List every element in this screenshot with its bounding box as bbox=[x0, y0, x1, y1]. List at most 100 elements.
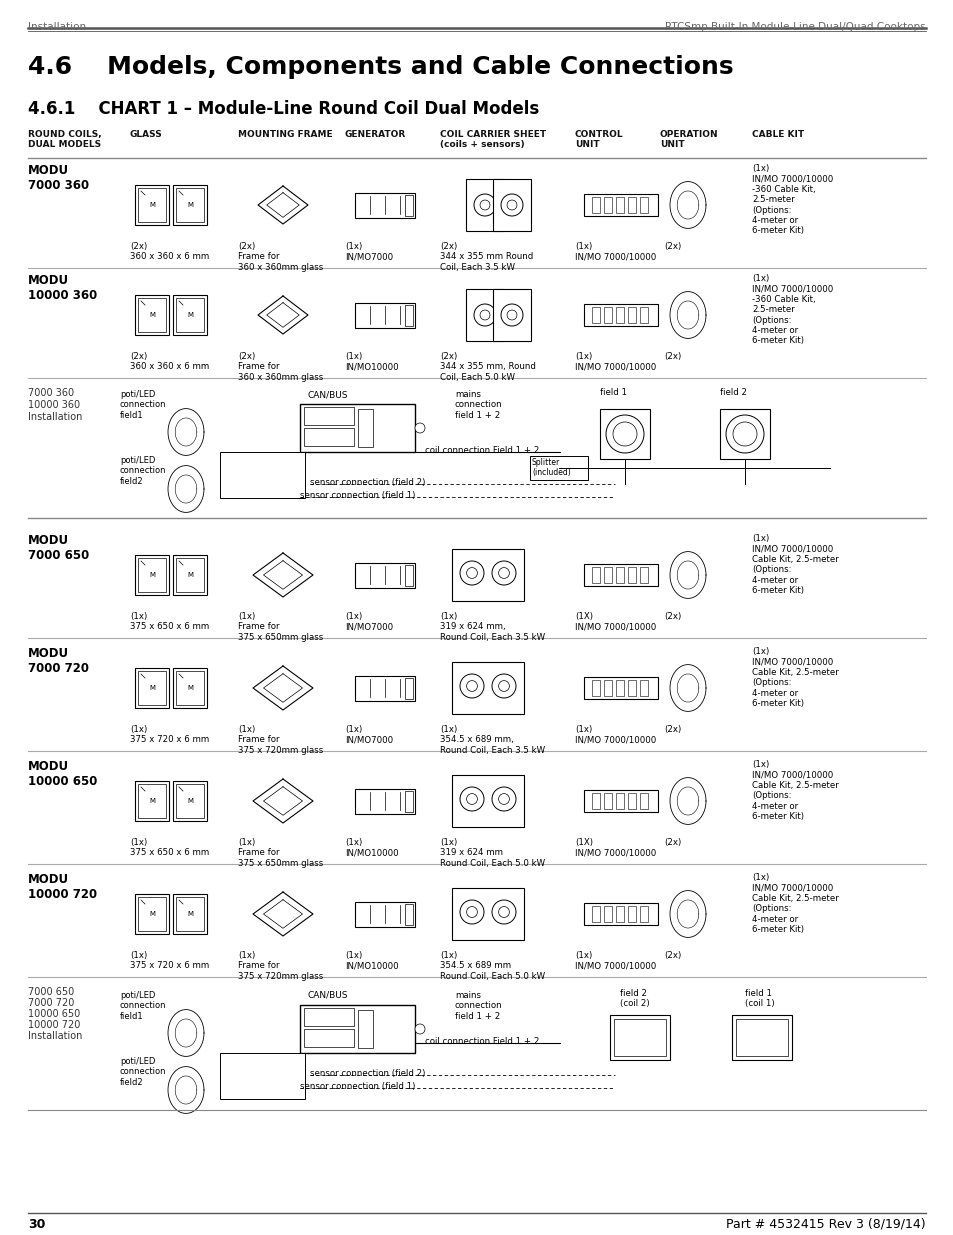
Text: 10000 720: 10000 720 bbox=[28, 1020, 80, 1030]
Bar bbox=[603, 308, 612, 324]
Text: CONTROL
UNIT: CONTROL UNIT bbox=[575, 130, 623, 149]
Bar bbox=[135, 295, 169, 335]
Circle shape bbox=[500, 194, 522, 216]
Bar bbox=[138, 897, 166, 931]
Circle shape bbox=[725, 415, 763, 453]
Circle shape bbox=[498, 794, 509, 804]
Circle shape bbox=[474, 194, 496, 216]
Text: M: M bbox=[149, 203, 154, 207]
Text: (1x)
IN/MO7000: (1x) IN/MO7000 bbox=[345, 613, 393, 631]
Bar bbox=[172, 185, 207, 225]
Text: (1x)
IN/MO 7000/10000
Cable Kit, 2.5-meter
(Options:
4-meter or
6-meter Kit): (1x) IN/MO 7000/10000 Cable Kit, 2.5-met… bbox=[751, 760, 838, 821]
Bar bbox=[583, 790, 658, 811]
Bar bbox=[583, 677, 658, 699]
Text: poti/LED
connection
field1: poti/LED connection field1 bbox=[120, 390, 167, 420]
Text: Splitter
(included): Splitter (included) bbox=[532, 458, 570, 478]
Bar bbox=[639, 680, 647, 697]
Bar bbox=[583, 903, 658, 925]
Bar bbox=[603, 906, 612, 923]
Bar bbox=[609, 1015, 669, 1060]
Bar bbox=[639, 793, 647, 809]
Bar bbox=[452, 550, 523, 601]
Bar bbox=[452, 888, 523, 940]
Bar bbox=[592, 906, 599, 923]
Text: (2x): (2x) bbox=[663, 242, 680, 251]
Circle shape bbox=[506, 200, 517, 210]
Bar bbox=[175, 784, 204, 818]
Bar bbox=[465, 289, 503, 341]
Text: M: M bbox=[187, 203, 193, 207]
Text: (1x)
Frame for
375 x 720mm glass: (1x) Frame for 375 x 720mm glass bbox=[237, 951, 323, 981]
Text: (1X)
IN/MO 7000/10000: (1X) IN/MO 7000/10000 bbox=[575, 613, 656, 631]
Bar bbox=[592, 198, 599, 212]
Text: M: M bbox=[149, 685, 154, 692]
Text: (1x)
IN/MO7000: (1x) IN/MO7000 bbox=[345, 725, 393, 745]
Text: (2x)
Frame for
360 x 360mm glass: (2x) Frame for 360 x 360mm glass bbox=[237, 352, 323, 382]
Bar bbox=[583, 564, 658, 585]
Bar bbox=[175, 298, 204, 332]
Text: mains
connection
field 1 + 2: mains connection field 1 + 2 bbox=[455, 990, 502, 1021]
Bar bbox=[493, 179, 531, 231]
Bar bbox=[135, 781, 169, 821]
Circle shape bbox=[605, 415, 643, 453]
Text: field 1
(coil 1): field 1 (coil 1) bbox=[744, 989, 774, 1009]
Text: OPERATION
UNIT: OPERATION UNIT bbox=[659, 130, 718, 149]
Text: (1x)
IN/MO10000: (1x) IN/MO10000 bbox=[345, 352, 398, 372]
Bar bbox=[616, 680, 623, 697]
Bar bbox=[355, 789, 415, 814]
Text: Installation: Installation bbox=[28, 412, 82, 422]
Text: M: M bbox=[149, 798, 154, 804]
Text: 10000 650: 10000 650 bbox=[28, 1009, 80, 1019]
Text: CABLE KIT: CABLE KIT bbox=[751, 130, 803, 140]
Bar bbox=[304, 1008, 354, 1026]
Circle shape bbox=[479, 200, 490, 210]
Text: RTCSmp Built-In Module-Line Dual/Quad Cooktops: RTCSmp Built-In Module-Line Dual/Quad Co… bbox=[664, 22, 925, 32]
Bar bbox=[592, 793, 599, 809]
Circle shape bbox=[498, 568, 509, 578]
Bar bbox=[627, 308, 636, 324]
Bar bbox=[299, 1005, 415, 1053]
Text: (2x)
360 x 360 x 6 mm: (2x) 360 x 360 x 6 mm bbox=[130, 352, 209, 372]
Text: (1x)
IN/MO 7000/10000
Cable Kit, 2.5-meter
(Options:
4-meter or
6-meter Kit): (1x) IN/MO 7000/10000 Cable Kit, 2.5-met… bbox=[751, 534, 838, 595]
Text: (1x)
Frame for
375 x 650mm glass: (1x) Frame for 375 x 650mm glass bbox=[237, 839, 323, 868]
Circle shape bbox=[415, 1024, 424, 1034]
Circle shape bbox=[459, 561, 483, 585]
Bar bbox=[175, 558, 204, 592]
Text: MOUNTING FRAME: MOUNTING FRAME bbox=[237, 130, 333, 140]
Bar bbox=[172, 894, 207, 934]
Bar bbox=[172, 555, 207, 595]
Text: sensor connection (field 2): sensor connection (field 2) bbox=[310, 478, 425, 487]
Text: M: M bbox=[149, 312, 154, 317]
Text: (1X)
IN/MO 7000/10000: (1X) IN/MO 7000/10000 bbox=[575, 839, 656, 857]
Text: (1x)
IN/MO 7000/10000
Cable Kit, 2.5-meter
(Options:
4-meter or
6-meter Kit): (1x) IN/MO 7000/10000 Cable Kit, 2.5-met… bbox=[751, 647, 838, 708]
Text: M: M bbox=[149, 572, 154, 578]
Bar bbox=[616, 567, 623, 583]
Bar bbox=[405, 195, 413, 216]
Bar bbox=[220, 1053, 305, 1099]
Circle shape bbox=[459, 787, 483, 811]
Text: MODU
10000 650: MODU 10000 650 bbox=[28, 760, 97, 788]
Circle shape bbox=[492, 900, 516, 924]
Bar bbox=[592, 567, 599, 583]
Circle shape bbox=[492, 787, 516, 811]
Bar bbox=[452, 662, 523, 714]
Text: (2x): (2x) bbox=[663, 951, 680, 960]
Bar bbox=[138, 298, 166, 332]
Bar bbox=[355, 303, 415, 329]
Bar bbox=[452, 776, 523, 827]
Text: (1x)
Frame for
375 x 720mm glass: (1x) Frame for 375 x 720mm glass bbox=[237, 725, 323, 755]
Bar bbox=[172, 668, 207, 708]
Text: (1x)
IN/MO 7000/10000: (1x) IN/MO 7000/10000 bbox=[575, 242, 656, 262]
Bar bbox=[357, 409, 373, 447]
Text: field 2: field 2 bbox=[720, 388, 746, 396]
Text: Part # 4532415 Rev 3 (8/19/14): Part # 4532415 Rev 3 (8/19/14) bbox=[725, 1218, 925, 1231]
Text: M: M bbox=[187, 572, 193, 578]
Text: sensor connection (field 1): sensor connection (field 1) bbox=[299, 1082, 415, 1091]
Bar bbox=[616, 198, 623, 212]
Text: (1x)
IN/MO 7000/10000
-360 Cable Kit,
2.5-meter
(Options:
4-meter or
6-meter Kit: (1x) IN/MO 7000/10000 -360 Cable Kit, 2.… bbox=[751, 274, 832, 346]
Text: GENERATOR: GENERATOR bbox=[345, 130, 406, 140]
Text: (2x)
Frame for
360 x 360mm glass: (2x) Frame for 360 x 360mm glass bbox=[237, 242, 323, 272]
Text: field 1: field 1 bbox=[599, 388, 626, 396]
Circle shape bbox=[492, 674, 516, 698]
Bar bbox=[603, 793, 612, 809]
